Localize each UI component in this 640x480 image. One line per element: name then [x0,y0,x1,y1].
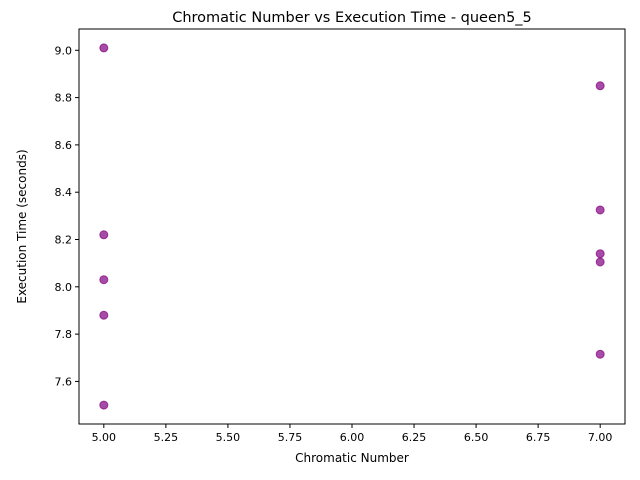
data-point [99,400,109,410]
data-point [595,349,605,359]
data-point [99,310,109,320]
y-tick-label: 7.6 [55,375,73,388]
data-point [99,275,109,285]
x-tick-label: 6.50 [464,431,489,444]
chart-title: Chromatic Number vs Execution Time - que… [172,10,532,26]
x-tick-label: 5.75 [278,431,303,444]
data-point [595,205,605,215]
y-tick-label: 8.2 [55,234,73,247]
data-point [99,43,109,53]
plot-area [78,28,626,425]
y-tick-label: 7.8 [55,328,73,341]
y-axis-label: Execution Time (seconds) [15,149,29,303]
y-tick-label: 9.0 [55,44,73,57]
data-points [99,43,605,410]
x-tick-label: 6.25 [402,431,427,444]
x-tick-label: 7.00 [588,431,613,444]
x-axis-label: Chromatic Number [295,451,409,465]
y-tick-label: 8.8 [55,92,73,105]
x-tick-label: 5.00 [92,431,117,444]
data-point [595,249,605,259]
y-tick-label: 8.4 [55,186,73,199]
x-tick-label: 5.25 [154,431,179,444]
y-tick-label: 8.0 [55,281,73,294]
data-point [99,230,109,240]
data-point [595,81,605,91]
y-axis: 7.6 7.8 8.0 8.2 8.4 8.6 8.8 9.0 [55,44,79,388]
y-tick-label: 8.6 [55,139,73,152]
x-tick-label: 5.50 [216,431,241,444]
x-tick-label: 6.00 [340,431,365,444]
data-point [595,257,605,267]
x-axis: 5.00 5.25 5.50 5.75 6.00 6.25 6.50 6.75 7.00 [92,424,613,444]
x-tick-label: 6.75 [526,431,551,444]
